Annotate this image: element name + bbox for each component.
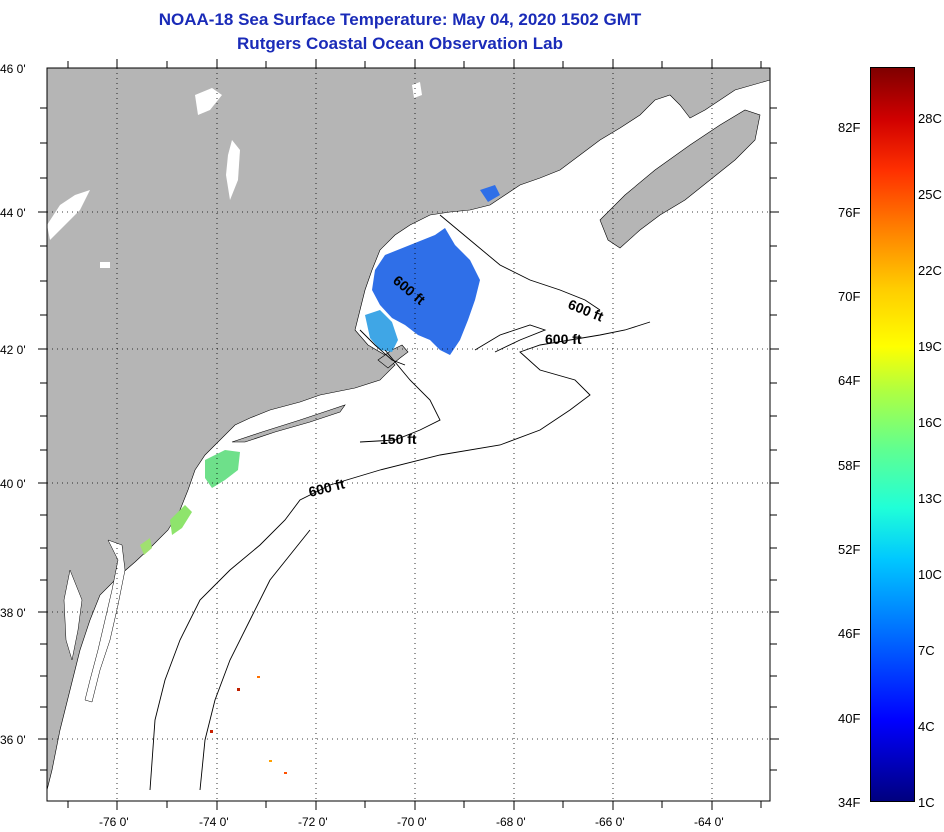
long-island [231, 404, 346, 443]
colorbar-c-1: 1C [918, 795, 935, 810]
colorbar-c-4: 4C [918, 719, 935, 734]
colorbar-c-7: 7C [918, 643, 935, 658]
map-frame [46, 67, 771, 802]
colorbar-c-22: 22C [918, 263, 942, 278]
colorbar-c-13: 13C [918, 491, 942, 506]
colorbar-f-40: 40F [838, 711, 861, 726]
colorbar-f-76: 76F [838, 205, 861, 220]
lon-label-76: -76 0' [99, 815, 129, 829]
lon-label-74: -74 0' [199, 815, 229, 829]
lat-label-40: 40 0' [0, 477, 26, 491]
map-subtitle: Rutgers Coastal Ocean Observation Lab [237, 34, 563, 53]
map-title: NOAA-18 Sea Surface Temperature: May 04,… [158, 10, 642, 29]
lat-label-36: 36 0' [0, 733, 26, 747]
lon-label-66: -66 0' [595, 815, 625, 829]
colorbar-c-10: 10C [918, 567, 942, 582]
colorbar-f-82: 82F [838, 120, 861, 135]
lon-label-72: -72 0' [298, 815, 328, 829]
colorbar-c-28: 28C [918, 111, 942, 126]
colorbar-f-58: 58F [838, 458, 861, 473]
colorbar-c-16: 16C [918, 415, 942, 430]
colorbar-f-64: 64F [838, 373, 861, 388]
lat-label-42: 42 0' [0, 343, 26, 357]
graticule [47, 68, 770, 801]
colorbar-c-19: 19C [918, 339, 942, 354]
contour-label-150ft: 150 ft [380, 431, 417, 447]
mainland-land [47, 68, 770, 791]
nova-scotia [599, 109, 761, 249]
lon-label-64: -64 0' [694, 815, 724, 829]
lon-label-70: -70 0' [397, 815, 427, 829]
colorbar-f-46: 46F [838, 626, 861, 641]
bathymetry-contours [149, 214, 651, 791]
colorbar-c-25: 25C [918, 187, 942, 202]
lon-label-68: -68 0' [496, 815, 526, 829]
colorbar-f-70: 70F [838, 289, 861, 304]
lat-label-38: 38 0' [0, 606, 26, 620]
colorbar-f-34: 34F [838, 795, 861, 810]
sst-data-layer [140, 185, 500, 774]
lat-label-46: 46 0' [0, 62, 26, 76]
axis-ticks [38, 59, 779, 810]
contour-label-east-b: 600 ft [545, 331, 582, 347]
temperature-colorbar [870, 67, 915, 802]
lat-label-44: 44 0' [0, 206, 26, 220]
colorbar-f-52: 52F [838, 542, 861, 557]
